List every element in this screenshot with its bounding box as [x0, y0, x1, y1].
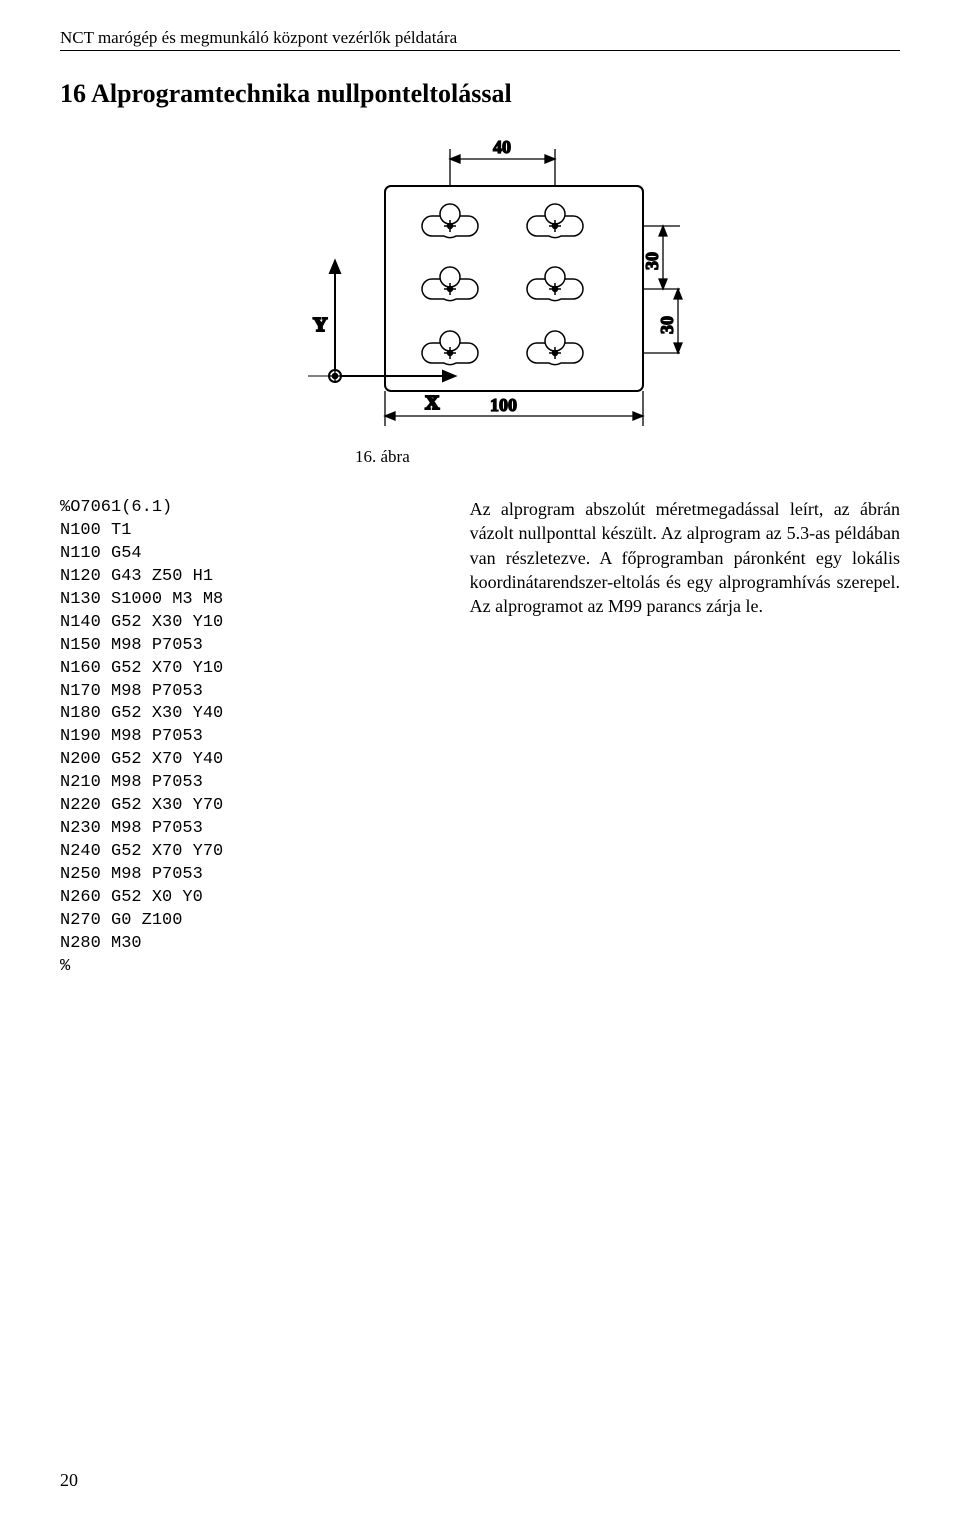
technical-drawing: 40 30 30	[250, 131, 710, 441]
nc-code-listing: %O7061(6.1) N100 T1 N110 G54 N120 G43 Z5…	[60, 497, 430, 979]
svg-text:Y: Y	[313, 314, 328, 336]
figure: 40 30 30	[60, 131, 900, 467]
pattern-units	[422, 204, 583, 365]
svg-text:40: 40	[493, 137, 511, 157]
two-column-body: %O7061(6.1) N100 T1 N110 G54 N120 G43 Z5…	[60, 497, 900, 979]
chapter-title: 16 Alprogramtechnika nullponteltolással	[60, 79, 900, 109]
dim-top: 40	[450, 137, 555, 186]
svg-text:X: X	[425, 392, 440, 414]
svg-text:100: 100	[490, 395, 517, 415]
explanation-paragraph: Az alprogram abszolút méretmegadással le…	[470, 497, 900, 979]
figure-caption: 16. ábra	[355, 447, 410, 467]
svg-text:30: 30	[642, 252, 662, 270]
page-number: 20	[60, 1470, 78, 1491]
running-head: NCT marógép és megmunkáló központ vezérl…	[60, 28, 900, 48]
dim-right: 30 30	[642, 226, 682, 353]
dim-bottom: 100	[385, 391, 643, 426]
header-rule	[60, 50, 900, 51]
svg-text:30: 30	[657, 316, 677, 334]
